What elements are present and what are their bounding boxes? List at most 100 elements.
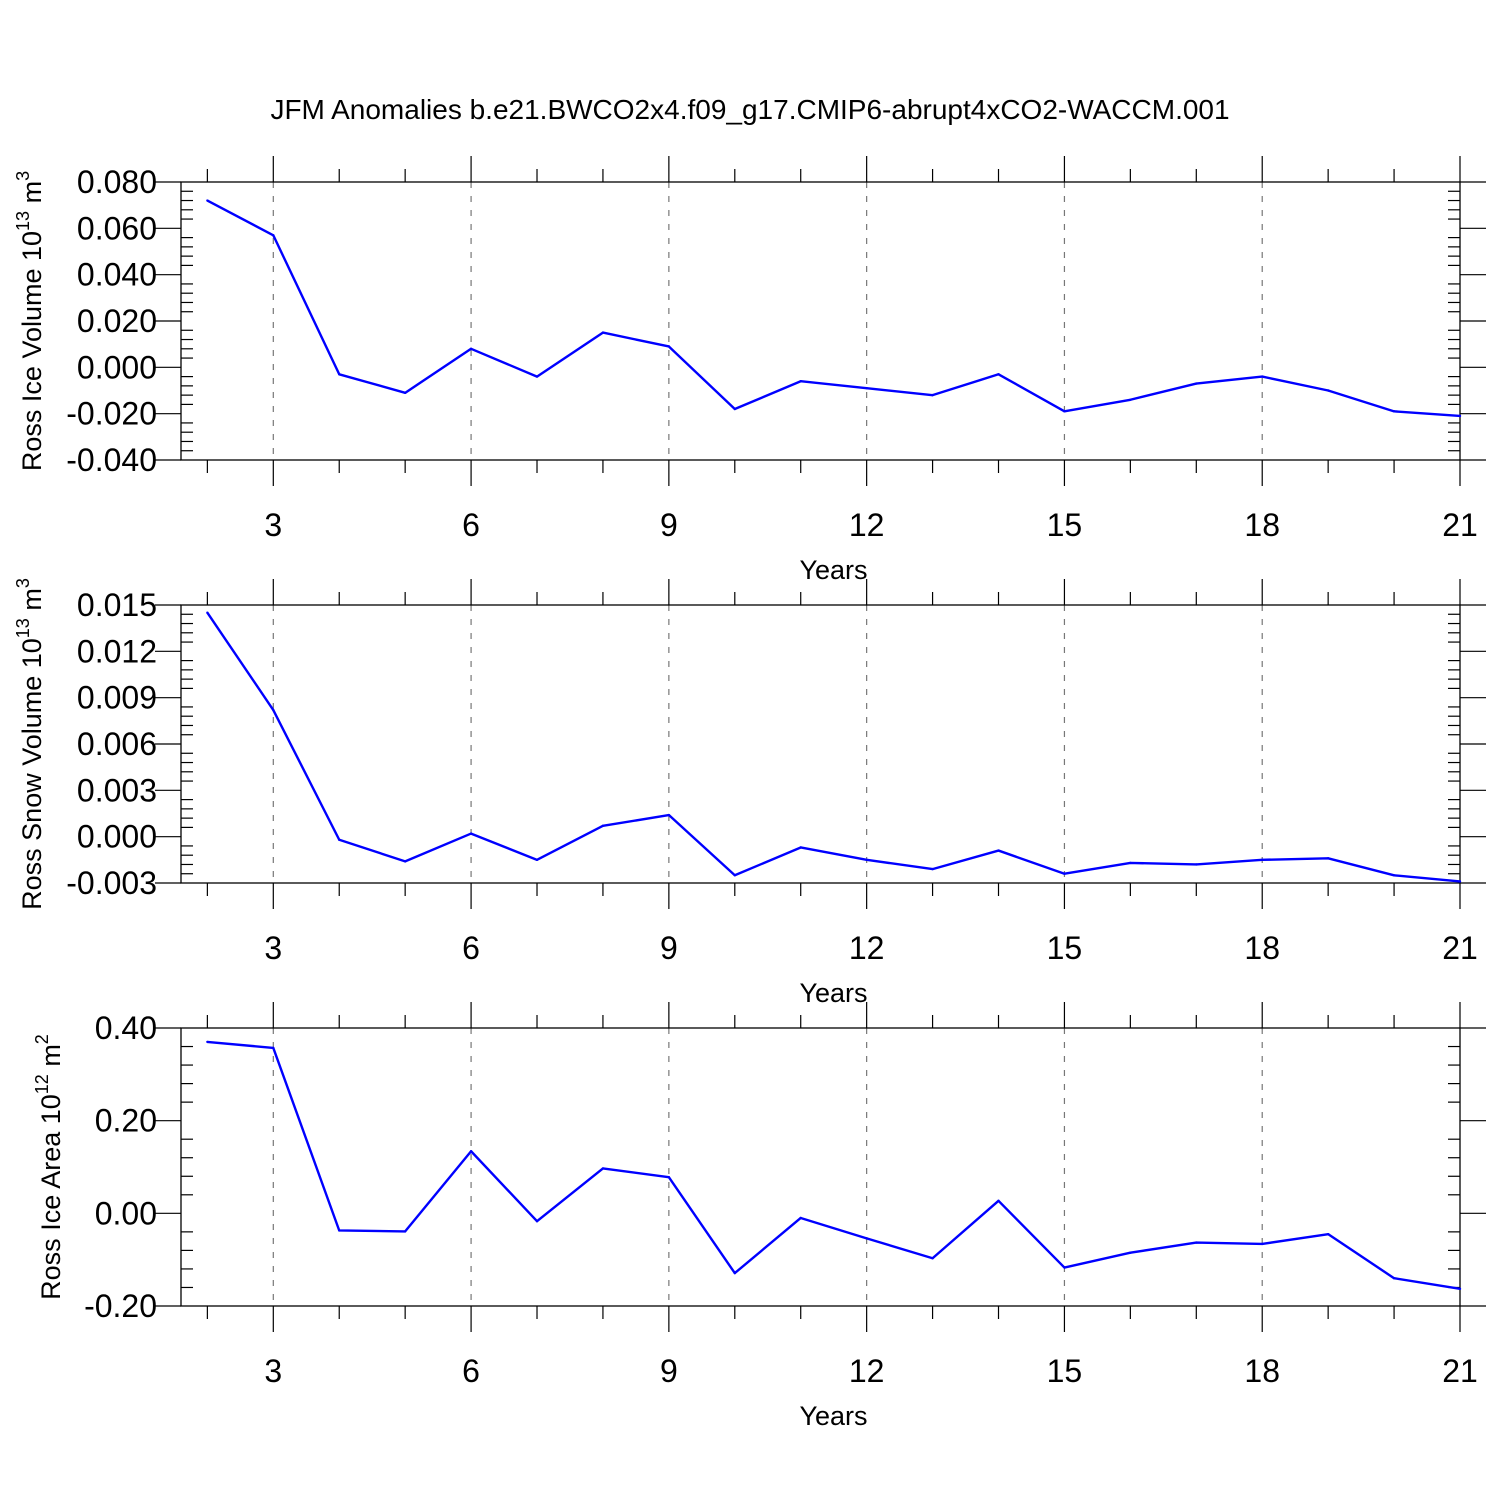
x-tick-label: 21 [1442,1353,1478,1389]
data-point [535,375,539,378]
y-axis-title-unit-exponent: 3 [13,578,33,588]
x-tick-label: 18 [1244,507,1280,543]
data-point [1392,1277,1396,1280]
data-point [206,199,209,202]
y-axis-title-unit: m [17,181,47,211]
y-axis-title-unit-exponent: 3 [13,171,33,181]
x-tick-label: 12 [849,1353,885,1389]
y-tick-label: 0.015 [77,587,157,623]
data-point [1261,858,1264,862]
data-point [931,1257,934,1260]
data-point [1129,398,1132,401]
y-axis-title-exponent: 13 [13,618,33,638]
chart-title: JFM Anomalies b.e21.BWCO2x4.f09_g17.CMIP… [270,94,1229,125]
y-tick-label: 0.003 [77,772,157,808]
data-point [997,849,1000,852]
data-point [733,407,736,411]
y-axis-title-exponent: 13 [13,211,33,231]
data-point [1063,872,1066,875]
data-point [667,345,671,348]
panel-2: -0.003 0.000 0.003 0.006 0.009 0.012 0.015 3 6 9 1… [13,578,1486,1008]
data-point [799,846,802,849]
data-point [931,393,934,397]
y-tick-label: 0.040 [77,257,157,293]
x-axis-title: Years [799,978,867,1008]
x-tick-label: 18 [1244,1353,1280,1389]
data-point [1326,389,1330,392]
data-point [799,1216,802,1220]
x-tick-label: 9 [660,930,678,966]
y-axis-title-main: Ross Ice Area 10 [36,1094,66,1300]
data-point [272,708,275,712]
x-tick-label: 6 [462,1353,480,1389]
y-axis-title-unit-exponent: 2 [32,1034,52,1044]
data-point [272,1046,275,1050]
series-line [206,199,1461,418]
plot-frame [180,604,1461,884]
y-tick-label: 0.020 [77,303,157,339]
x-tick-label: 6 [462,507,480,543]
x-tick-label: 18 [1244,930,1280,966]
x-tick-label: 6 [462,930,480,966]
x-tick-label: 3 [264,1353,282,1389]
data-point [733,1271,736,1275]
data-point [733,874,736,877]
y-tick-label: -0.040 [66,442,157,478]
data-point [601,1167,605,1170]
data-point [997,373,1000,376]
y-tick-label: 0.060 [77,210,157,246]
data-point [469,1150,473,1153]
data-point [931,867,934,871]
data-point [338,838,341,841]
data-point [1458,880,1462,883]
data-point [403,391,407,395]
data-point [601,824,605,828]
data-point [1195,382,1198,385]
x-tick-label: 12 [849,930,885,966]
data-point [667,1175,671,1179]
data-point [865,858,868,862]
x-tick-label: 15 [1047,930,1083,966]
x-tick-label: 3 [264,507,282,543]
data-point [1129,1251,1132,1254]
y-tick-label: 0.000 [77,349,157,385]
x-tick-label: 9 [660,507,678,543]
data-point [469,832,473,835]
panel-1: -0.040 -0.020 0.000 0.020 0.040 0.060 0.080 3 6 9… [13,156,1486,585]
data-point [1326,857,1330,860]
data-point [1063,410,1066,413]
data-point [403,1230,407,1233]
y-axis-title-exponent: 12 [32,1074,52,1094]
y-tick-label: 0.000 [77,819,157,855]
y-axis-title-unit: m [17,588,47,618]
y-tick-label: -0.020 [66,396,157,432]
x-tick-label: 15 [1047,507,1083,543]
data-point [403,860,407,863]
y-axis-title-unit: m [36,1044,66,1074]
data-point [1195,863,1198,866]
y-tick-label: 0.009 [77,680,157,716]
plot-frame [180,181,1461,461]
data-point [865,1237,868,1240]
series-line [206,612,1461,883]
x-tick-label: 21 [1442,507,1478,543]
data-point [1392,874,1396,877]
data-point [1195,1241,1198,1244]
x-tick-label: 15 [1047,1353,1083,1389]
y-axis-title-main: Ross Snow Volume 10 [17,638,47,910]
data-point [1129,861,1132,865]
x-tick-label: 3 [264,930,282,966]
y-tick-label: -0.20 [84,1288,157,1324]
data-point [667,813,671,817]
data-point [1458,1287,1462,1291]
data-point [1458,414,1462,418]
data-point [1063,1266,1066,1269]
y-tick-label: 0.40 [95,1010,157,1046]
data-point [535,1220,539,1223]
series-line [207,1040,1461,1291]
y-axis-title: Ross Snow Volume 1013 m3 [13,578,47,910]
panels: -0.040 -0.020 0.000 0.020 0.040 0.060 0.080 3 6 9… [13,156,1486,1431]
data-point [1261,1242,1264,1246]
x-axis-title: Years [799,1401,867,1431]
